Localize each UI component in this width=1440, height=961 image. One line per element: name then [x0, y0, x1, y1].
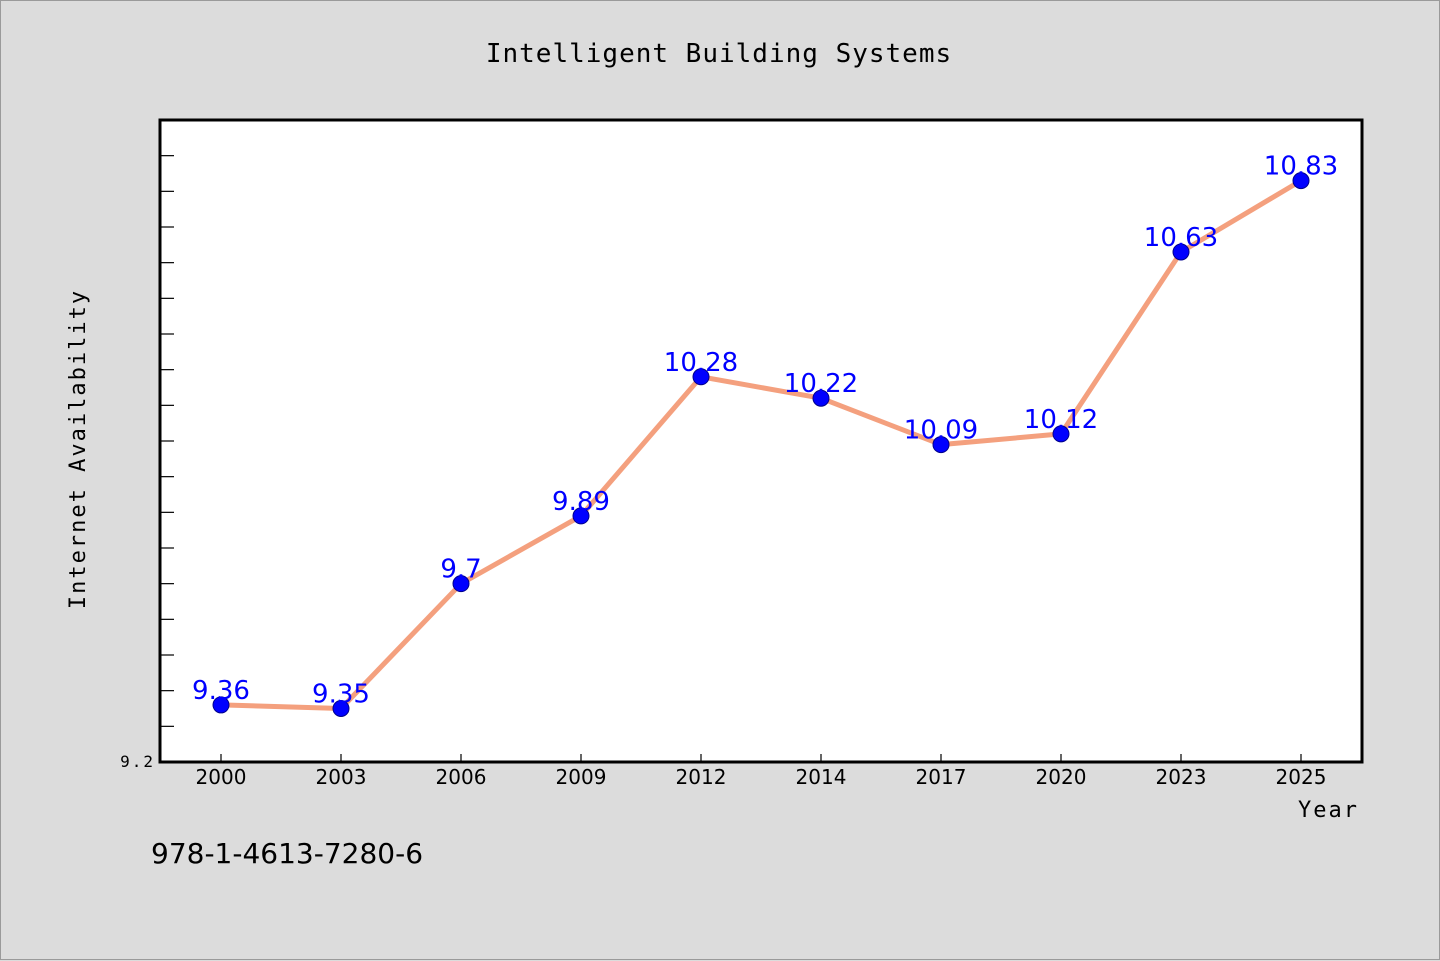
x-tick-label: 2003	[316, 765, 367, 789]
data-label: 9.7	[440, 555, 481, 585]
x-axis-ticks: 2000 2003 2006 2009 2012 2014 2017 2020 2023 2025	[196, 754, 1327, 789]
data-label: 10.22	[784, 369, 858, 399]
data-label: 10.12	[1024, 405, 1098, 435]
data-label: 10.09	[904, 416, 978, 446]
data-point-marker	[572, 507, 590, 525]
x-tick-label: 2006	[436, 765, 487, 789]
data-label: 9.36	[192, 676, 250, 706]
data-point-marker	[452, 575, 470, 593]
data-label: 10.63	[1144, 223, 1218, 253]
y-tick-label: 9.2	[120, 752, 155, 771]
data-labels: 9.36 9.35 9.7 9.89 10.28 10.22 10.09 10.12 10.63…	[192, 152, 1338, 710]
x-tick-label: 2020	[1036, 765, 1087, 789]
data-point-marker	[1052, 425, 1070, 443]
x-tick-label: 2012	[676, 765, 727, 789]
data-point-marker	[332, 700, 350, 717]
data-point-marker	[1292, 172, 1310, 190]
data-point-marker	[932, 436, 950, 454]
data-point-marker	[1172, 243, 1190, 261]
x-tick-label: 2017	[916, 765, 967, 789]
data-label: 10.28	[664, 348, 738, 378]
footer-isbn-text: 978-1-4613-7280-6	[151, 837, 423, 870]
y-axis-title: Internet Availability	[66, 289, 91, 609]
data-point-marker	[812, 389, 830, 407]
data-label: 10.83	[1264, 152, 1338, 182]
series-line	[220, 178, 1303, 711]
x-tick-label: 2000	[196, 765, 247, 789]
x-tick-label: 2025	[1276, 765, 1327, 789]
x-tick-label: 2014	[796, 765, 847, 789]
x-axis-title: Year	[1298, 798, 1359, 823]
y-axis-ticks	[160, 155, 174, 727]
x-tick-label: 2009	[556, 765, 607, 789]
plot-area	[158, 118, 1364, 764]
data-point-marker	[692, 368, 710, 386]
data-label: 9.89	[552, 487, 610, 517]
data-point-marker	[212, 696, 230, 714]
chart-title: Intelligent Building Systems	[486, 39, 952, 69]
data-markers	[212, 172, 1310, 717]
data-label: 9.35	[312, 680, 370, 710]
x-tick-label: 2023	[1156, 765, 1207, 789]
